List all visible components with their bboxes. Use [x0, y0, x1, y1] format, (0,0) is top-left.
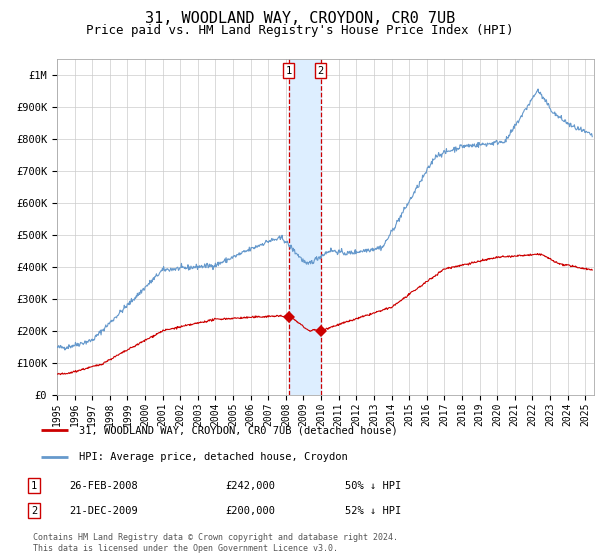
- Text: 31, WOODLAND WAY, CROYDON, CR0 7UB: 31, WOODLAND WAY, CROYDON, CR0 7UB: [145, 11, 455, 26]
- Text: 2: 2: [31, 506, 37, 516]
- Text: 1: 1: [31, 480, 37, 491]
- Text: 52% ↓ HPI: 52% ↓ HPI: [345, 506, 401, 516]
- Text: HPI: Average price, detached house, Croydon: HPI: Average price, detached house, Croy…: [79, 452, 348, 463]
- Text: 31, WOODLAND WAY, CROYDON, CR0 7UB (detached house): 31, WOODLAND WAY, CROYDON, CR0 7UB (deta…: [79, 425, 398, 435]
- Text: 21-DEC-2009: 21-DEC-2009: [69, 506, 138, 516]
- Text: £242,000: £242,000: [225, 480, 275, 491]
- Bar: [289, 59, 320, 395]
- Text: Contains HM Land Registry data © Crown copyright and database right 2024.
This d: Contains HM Land Registry data © Crown c…: [33, 533, 398, 553]
- Text: Price paid vs. HM Land Registry's House Price Index (HPI): Price paid vs. HM Land Registry's House …: [86, 24, 514, 37]
- Text: £200,000: £200,000: [225, 506, 275, 516]
- Text: 50% ↓ HPI: 50% ↓ HPI: [345, 480, 401, 491]
- Text: 1: 1: [286, 66, 292, 76]
- Text: 2: 2: [317, 66, 323, 76]
- Text: 26-FEB-2008: 26-FEB-2008: [69, 480, 138, 491]
